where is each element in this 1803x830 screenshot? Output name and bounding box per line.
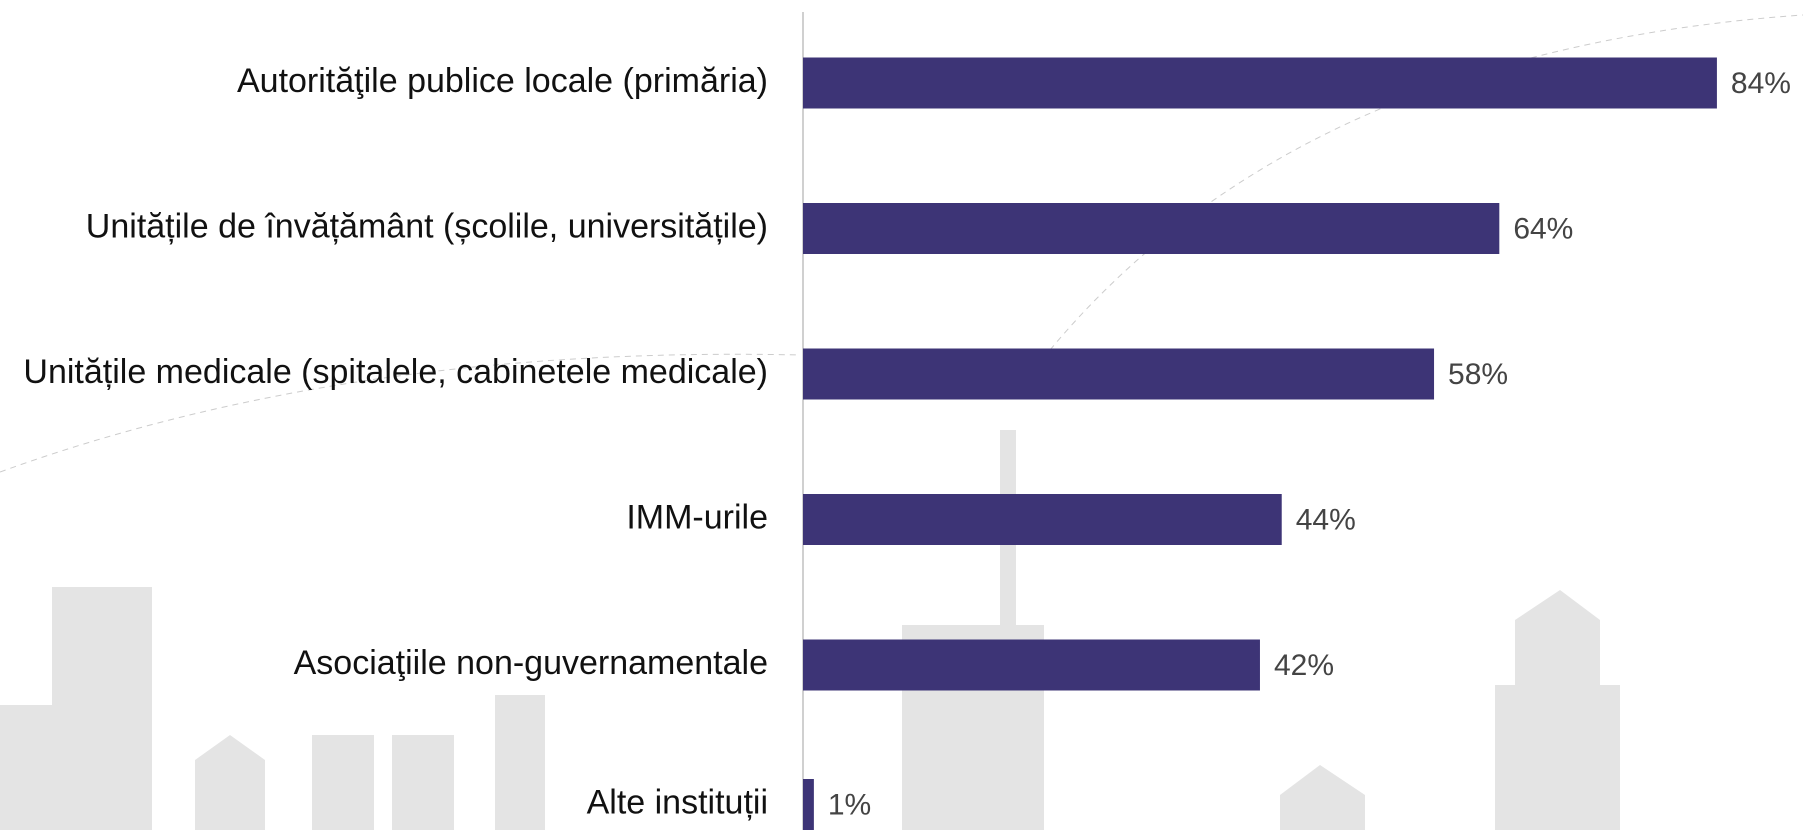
category-label: Asociaţiile non-guvernamentale [294, 644, 768, 682]
value-label: 84% [1731, 67, 1791, 100]
value-label: 58% [1448, 358, 1508, 391]
category-label: Alte instituții [587, 783, 768, 821]
bar [803, 494, 1282, 545]
bar [803, 779, 814, 830]
category-label: Unitățile medicale (spitalele, cabinetel… [23, 353, 768, 391]
bar [803, 203, 1500, 254]
category-label: Unitățile de învățământ (școlile, univer… [86, 207, 768, 245]
bar [803, 639, 1260, 691]
value-label: 44% [1296, 503, 1356, 536]
value-label: 64% [1513, 212, 1573, 245]
category-label: Autorităţile publice locale (primăria) [237, 62, 768, 100]
value-label: 1% [828, 788, 871, 821]
bar [803, 348, 1435, 400]
bar [803, 57, 1717, 109]
background-decoration [0, 430, 1620, 830]
decor-curve [1049, 14, 1803, 351]
category-label: IMM-urile [626, 498, 768, 536]
decor-curve [0, 353, 801, 473]
value-label: 42% [1274, 649, 1334, 682]
